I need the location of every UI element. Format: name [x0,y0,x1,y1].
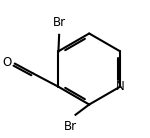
Text: O: O [2,56,11,69]
Text: Br: Br [63,120,77,133]
Text: Br: Br [52,16,66,29]
Text: N: N [116,80,125,93]
